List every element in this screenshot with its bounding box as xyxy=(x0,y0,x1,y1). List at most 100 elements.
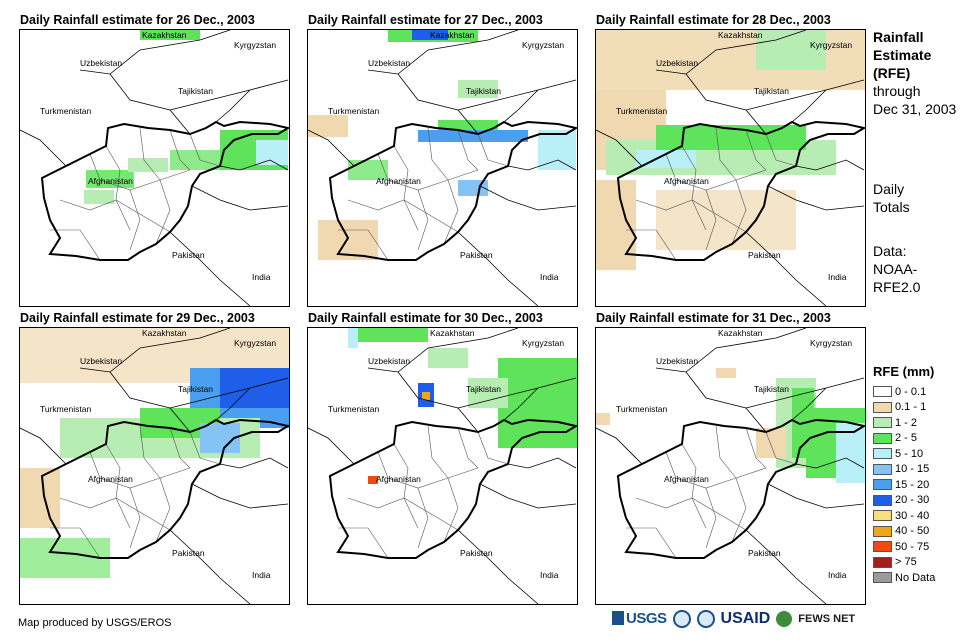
country-border xyxy=(191,483,289,509)
legend-item: 30 - 40 xyxy=(873,508,935,524)
map-panel-26: Kazakhstan Kyrgyzstan Uzbekistan Tajikistan… xyxy=(19,29,290,307)
afghanistan-border xyxy=(328,120,577,261)
province-boundary xyxy=(338,527,389,559)
country-border xyxy=(507,159,577,171)
country-label-pakistan: Pakistan xyxy=(460,250,493,260)
province-boundary xyxy=(139,425,171,543)
country-label-uzbekistan: Uzbekistan xyxy=(368,356,410,366)
afghanistan-border xyxy=(40,418,289,559)
country-border xyxy=(745,377,865,409)
fews-globe-icon xyxy=(776,611,793,627)
legend-label: 5 - 10 xyxy=(895,447,924,460)
legend-label: 50 - 75 xyxy=(895,540,930,553)
country-label-afghanistan: Afghanistan xyxy=(664,176,709,186)
legend-item: 0 - 0.1 xyxy=(873,384,935,400)
country-border xyxy=(507,457,577,469)
country-label-kazakhstan: Kazakhstan xyxy=(430,30,475,40)
totals-note: Daily Totals xyxy=(873,180,910,216)
rainfall-map-30: Kazakhstan Kyrgyzstan Uzbekistan Tajikistan… xyxy=(308,328,577,604)
legend-item: 50 - 75 xyxy=(873,539,935,555)
province-boundary xyxy=(417,487,429,549)
map-panel-29: Kazakhstan Kyrgyzstan Uzbekistan Tajikistan… xyxy=(19,327,290,605)
legend-item: > 75 xyxy=(873,555,935,571)
panel-title-26: Daily Rainfall estimate for 26 Dec., 200… xyxy=(20,13,255,27)
country-label-turkmenistan: Turkmenistan xyxy=(40,404,91,414)
legend-swatch xyxy=(873,417,892,429)
country-border xyxy=(479,483,577,509)
country-label-india: India xyxy=(252,272,271,282)
legend-item: 20 - 30 xyxy=(873,493,935,509)
province-boundary xyxy=(626,229,677,261)
country-label-afghanistan: Afghanistan xyxy=(376,474,421,484)
province-boundary xyxy=(169,427,191,469)
country-border xyxy=(767,483,865,509)
country-border xyxy=(503,89,539,123)
province-boundary xyxy=(705,189,717,251)
rainfall-overlay xyxy=(596,30,865,270)
province-boundary xyxy=(347,497,459,531)
legend-swatch xyxy=(873,494,892,506)
province-boundary xyxy=(417,189,429,251)
country-label-india: India xyxy=(828,570,847,580)
title-line-1: Rainfall xyxy=(873,29,924,45)
country-border xyxy=(745,529,827,604)
basemap: Kazakhstan Kyrgyzstan Uzbekistan Tajikistan… xyxy=(20,30,289,306)
province-boundary xyxy=(635,497,747,531)
legend-swatch xyxy=(873,463,892,475)
province-boundary xyxy=(59,199,171,233)
basemap: Kazakhstan Kyrgyzstan Uzbekistan Tajikistan… xyxy=(20,328,289,604)
country-label-india: India xyxy=(540,272,559,282)
rainfall-map-29: Kazakhstan Kyrgyzstan Uzbekistan Tajikistan… xyxy=(20,328,289,604)
country-border xyxy=(596,129,643,167)
province-boundary xyxy=(681,443,707,529)
map-credit: Map produced by USGS/EROS xyxy=(18,617,172,629)
country-border xyxy=(457,529,539,604)
province-boundary xyxy=(189,133,221,167)
country-label-kyrgyzstan: Kyrgyzstan xyxy=(234,40,276,50)
map-panel-30: Kazakhstan Kyrgyzstan Uzbekistan Tajikistan… xyxy=(307,327,578,605)
country-label-kazakhstan: Kazakhstan xyxy=(142,328,187,338)
map-subtitle: through Dec 31, 2003 xyxy=(873,82,956,118)
country-border xyxy=(79,328,231,373)
country-border xyxy=(215,89,251,123)
legend-item: 5 - 10 xyxy=(873,446,935,462)
country-label-uzbekistan: Uzbekistan xyxy=(368,58,410,68)
country-border xyxy=(795,457,865,469)
country-label-uzbekistan: Uzbekistan xyxy=(80,356,122,366)
province-boundary xyxy=(715,425,747,543)
country-border xyxy=(308,427,355,465)
rainfall-map-27: Kazakhstan Kyrgyzstan Uzbekistan Tajikistan… xyxy=(308,30,577,306)
country-border xyxy=(791,387,827,421)
panel-title-30: Daily Rainfall estimate for 30 Dec., 200… xyxy=(308,311,543,325)
province-boundary xyxy=(635,199,747,233)
country-label-india: India xyxy=(540,570,559,580)
country-border xyxy=(215,387,251,421)
noaa-logo-icon xyxy=(672,610,691,628)
fews-net-logo: FEWS NET xyxy=(798,613,856,625)
country-border xyxy=(655,328,807,373)
map-title: Rainfall Estimate (RFE) xyxy=(873,28,931,82)
country-border xyxy=(219,457,289,469)
title-line-3: (RFE) xyxy=(873,65,911,81)
country-border xyxy=(596,427,643,465)
rainfall-map-28: Kazakhstan Kyrgyzstan Uzbekistan Tajikistan… xyxy=(596,30,865,306)
legend-swatch xyxy=(873,401,892,413)
legend-label: 40 - 50 xyxy=(895,525,930,538)
province-boundary xyxy=(427,425,459,543)
country-border xyxy=(457,231,539,306)
country-label-tajikistan: Tajikistan xyxy=(178,86,213,96)
country-label-kyrgyzstan: Kyrgyzstan xyxy=(810,338,852,348)
country-border xyxy=(655,30,807,75)
province-boundary xyxy=(169,129,191,171)
usgs-logo: USGS xyxy=(612,610,667,628)
country-border xyxy=(109,371,191,433)
country-border xyxy=(791,89,827,123)
rainfall-overlay xyxy=(348,328,577,484)
legend-swatch xyxy=(873,525,892,537)
country-border xyxy=(397,371,479,433)
legend-swatch xyxy=(873,479,892,491)
province-boundary xyxy=(745,129,767,171)
basemap: Kazakhstan Kyrgyzstan Uzbekistan Tajikistan… xyxy=(308,30,577,306)
country-label-uzbekistan: Uzbekistan xyxy=(656,356,698,366)
legend-swatch xyxy=(873,556,892,568)
